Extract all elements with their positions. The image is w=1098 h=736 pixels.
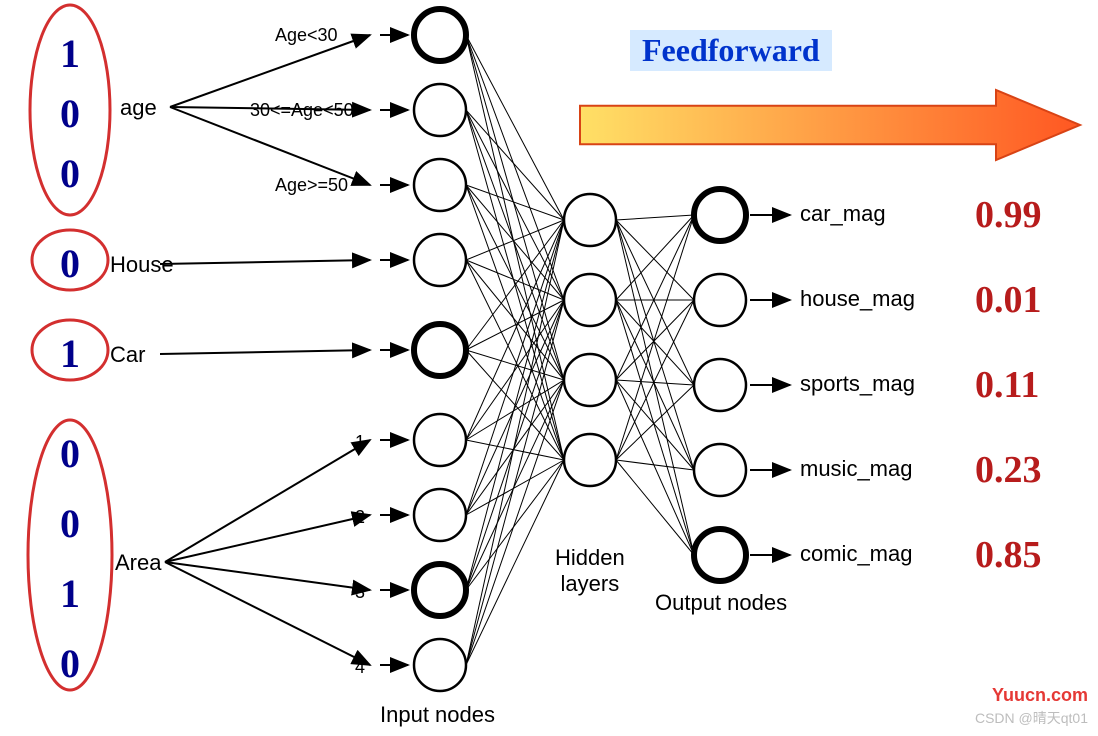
feature-branch-line xyxy=(165,440,370,562)
feature-label: Car xyxy=(110,342,145,368)
input-node xyxy=(414,84,466,136)
input-value: 1 xyxy=(60,330,80,377)
input-value: 1 xyxy=(60,30,80,77)
input-value: 0 xyxy=(60,430,80,477)
input-node xyxy=(414,9,466,61)
input-node xyxy=(414,159,466,211)
edge-ho xyxy=(616,380,694,470)
output-value: 0.11 xyxy=(975,363,1039,407)
input-value: 0 xyxy=(60,500,80,547)
output-label: music_mag xyxy=(800,456,912,482)
edge-ih xyxy=(466,220,564,590)
split-label: 3 xyxy=(355,582,365,603)
hidden-node xyxy=(564,274,616,326)
edge-ho xyxy=(616,220,694,385)
feedforward-arrow xyxy=(580,90,1080,160)
output-node xyxy=(694,444,746,496)
edge-ih xyxy=(466,260,564,460)
hidden-node xyxy=(564,354,616,406)
output-node xyxy=(694,189,746,241)
edge-ih xyxy=(466,300,564,590)
input-node xyxy=(414,639,466,691)
edge-ho xyxy=(616,220,694,300)
edge-ih xyxy=(466,220,564,515)
input-value: 1 xyxy=(60,570,80,617)
input-node xyxy=(414,414,466,466)
input-value: 0 xyxy=(60,240,80,287)
hidden-layer-label: Hidden layers xyxy=(555,545,625,597)
edge-ih xyxy=(466,380,564,515)
output-value: 0.01 xyxy=(975,278,1042,322)
split-label: 30<=Age<50 xyxy=(250,100,354,121)
input-node xyxy=(414,564,466,616)
edge-ho xyxy=(616,300,694,385)
edge-ih xyxy=(466,35,564,300)
feature-label: age xyxy=(120,95,157,121)
input-value: 0 xyxy=(60,150,80,197)
output-label: sports_mag xyxy=(800,371,915,397)
edge-ih xyxy=(466,460,564,665)
feature-branch-line xyxy=(160,350,370,354)
feature-label: House xyxy=(110,252,174,278)
feature-branch-line xyxy=(170,35,370,107)
edge-ho xyxy=(616,300,694,470)
edge-ho xyxy=(616,300,694,460)
edge-ho xyxy=(616,380,694,555)
edge-ih xyxy=(466,35,564,380)
split-label: 1 xyxy=(355,432,365,453)
hidden-node xyxy=(564,434,616,486)
feature-branch-line xyxy=(165,562,370,665)
edge-ih xyxy=(466,110,564,380)
feature-branch-line xyxy=(165,515,370,562)
input-value: 0 xyxy=(60,90,80,137)
edge-ih xyxy=(466,260,564,380)
input-node xyxy=(414,234,466,286)
output-layer-label: Output nodes xyxy=(655,590,787,616)
input-node xyxy=(414,489,466,541)
input-node xyxy=(414,324,466,376)
edge-ho xyxy=(616,220,694,555)
edge-ho xyxy=(616,215,694,220)
output-node xyxy=(694,529,746,581)
feature-branch-line xyxy=(160,260,370,264)
output-value: 0.23 xyxy=(975,448,1042,492)
edge-ih xyxy=(466,110,564,300)
output-node xyxy=(694,359,746,411)
edge-ih xyxy=(466,35,564,460)
feedforward-label: Feedforward xyxy=(630,30,832,71)
input-layer-label: Input nodes xyxy=(380,702,495,728)
split-label: Age<30 xyxy=(275,25,338,46)
split-label: 2 xyxy=(355,507,365,528)
edge-ih xyxy=(466,380,564,665)
edge-ih xyxy=(466,35,564,220)
output-label: comic_mag xyxy=(800,541,912,567)
feature-branch-line xyxy=(165,562,370,590)
output-label: house_mag xyxy=(800,286,915,312)
watermark-csdn: CSDN @晴天qt01 xyxy=(975,708,1088,728)
hidden-node xyxy=(564,194,616,246)
edge-ih xyxy=(466,460,564,515)
edge-ih xyxy=(466,380,564,590)
output-value: 0.99 xyxy=(975,193,1042,237)
edge-ho xyxy=(616,300,694,380)
output-node xyxy=(694,274,746,326)
output-value: 0.85 xyxy=(975,533,1042,577)
edge-ho xyxy=(616,460,694,555)
split-label: 4 xyxy=(355,657,365,678)
edge-ho xyxy=(616,215,694,380)
watermark-site: Yuucn.com xyxy=(992,685,1088,706)
feature-label: Area xyxy=(115,550,161,576)
input-value: 0 xyxy=(60,640,80,687)
edge-ih xyxy=(466,460,564,590)
nn-diagram xyxy=(0,0,1098,736)
edge-ih xyxy=(466,260,564,300)
output-label: car_mag xyxy=(800,201,886,227)
split-label: Age>=50 xyxy=(275,175,348,196)
